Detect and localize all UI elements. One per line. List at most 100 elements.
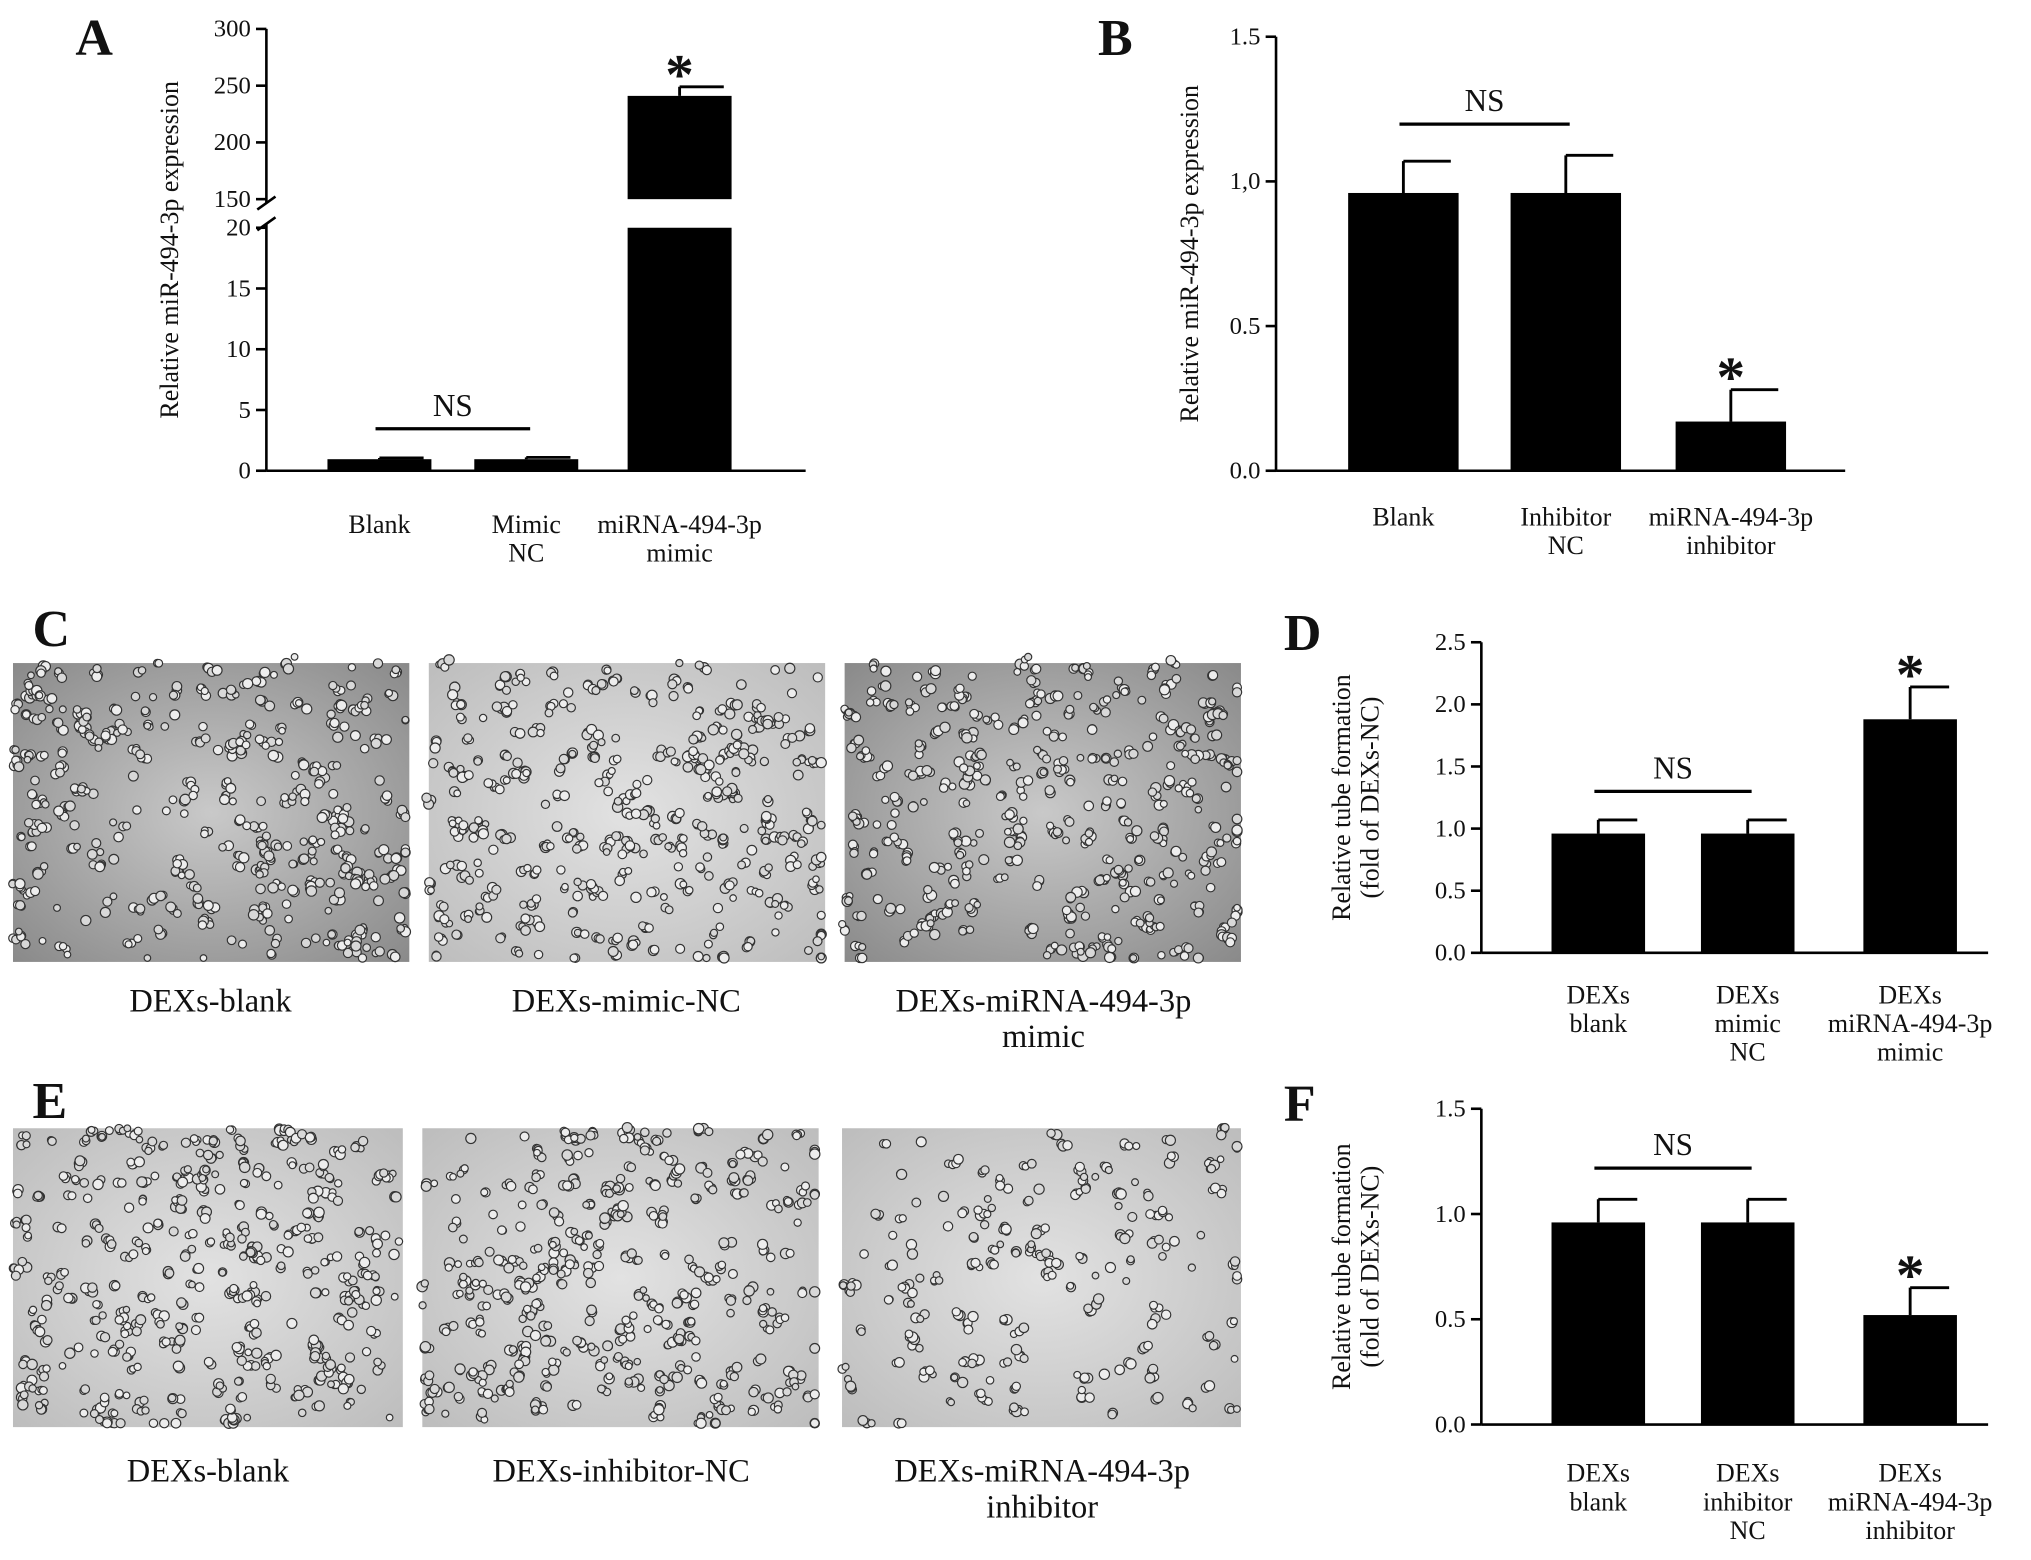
cell (198, 721, 208, 732)
cell (718, 1237, 730, 1249)
cell (608, 676, 619, 687)
cell (529, 1329, 542, 1342)
cell (576, 832, 585, 842)
cell (572, 1335, 583, 1346)
cell (102, 896, 113, 907)
cell (915, 1343, 924, 1353)
cell (857, 1415, 869, 1426)
cell (693, 1266, 706, 1278)
y-axis-label: Relative miR-494-3p expression (1175, 85, 1204, 423)
y-tick-label: 0.0 (1435, 1411, 1466, 1438)
cell (962, 799, 971, 808)
cell (94, 744, 103, 752)
cell (1127, 1211, 1138, 1222)
cell (443, 1381, 455, 1394)
cell (508, 700, 518, 710)
cell (293, 1389, 305, 1401)
cell (615, 1173, 626, 1184)
cell (1052, 764, 1063, 774)
cell (28, 1305, 38, 1315)
cell (273, 842, 283, 851)
cell (562, 687, 574, 698)
cell (1044, 785, 1055, 796)
cell (372, 1248, 382, 1258)
cell (1131, 1178, 1140, 1187)
cell (793, 1218, 802, 1227)
cell (1232, 1405, 1241, 1413)
cell (602, 1340, 614, 1352)
cell (381, 790, 393, 801)
cell (757, 826, 767, 836)
cell (1232, 755, 1242, 766)
cell (1183, 943, 1194, 954)
cell (902, 856, 912, 866)
cell (234, 861, 246, 873)
cell (1203, 1380, 1216, 1392)
cell (1017, 717, 1029, 729)
bar (474, 459, 579, 471)
cell (117, 724, 128, 735)
cell (211, 664, 223, 676)
cell (171, 1344, 182, 1354)
cell (169, 709, 181, 721)
cell (114, 1339, 125, 1349)
cell (886, 819, 897, 830)
cell (1065, 891, 1077, 903)
cell (580, 1243, 589, 1251)
cell (845, 1380, 857, 1392)
cell (739, 1188, 749, 1198)
cell (1024, 652, 1033, 662)
cell (802, 1198, 812, 1207)
cell (81, 1238, 91, 1248)
cell (1019, 1353, 1029, 1364)
cell (715, 777, 724, 786)
cell (856, 952, 868, 964)
cell (593, 1260, 605, 1272)
cell (968, 1231, 979, 1242)
cell (257, 840, 267, 851)
cell (282, 840, 293, 851)
cell (967, 1358, 977, 1369)
cell (633, 1357, 642, 1366)
cell (1204, 1330, 1215, 1341)
cell (445, 860, 455, 870)
cell (725, 1295, 737, 1306)
cell (494, 679, 506, 691)
cell (1113, 676, 1124, 686)
cell (500, 1291, 512, 1303)
cell (1012, 823, 1024, 835)
cell (343, 1373, 355, 1385)
cell (254, 734, 265, 745)
cell (429, 1383, 440, 1395)
cell (729, 894, 737, 902)
cell (964, 903, 974, 913)
cell (611, 733, 621, 743)
cell (276, 1261, 286, 1271)
cell (748, 1386, 759, 1398)
cell (812, 936, 823, 947)
cell (682, 761, 694, 773)
cell (1011, 854, 1023, 867)
cell (218, 842, 227, 852)
cell (722, 786, 733, 797)
cell (1103, 933, 1112, 941)
cell (1153, 1234, 1164, 1245)
cell (159, 1418, 170, 1429)
cell (1124, 864, 1133, 873)
cell (308, 835, 318, 845)
cell (310, 933, 321, 944)
bar (1863, 1315, 1957, 1425)
cell (659, 893, 668, 901)
cell (695, 862, 705, 872)
cell (701, 664, 712, 676)
cell (1082, 661, 1091, 670)
cell (24, 1231, 33, 1240)
cell (288, 859, 298, 869)
cell (637, 1383, 646, 1392)
cell (1114, 1201, 1123, 1211)
cell (18, 1359, 28, 1370)
cell (143, 721, 152, 730)
cell (881, 1139, 892, 1149)
cell (856, 910, 867, 922)
cell (658, 1212, 668, 1221)
